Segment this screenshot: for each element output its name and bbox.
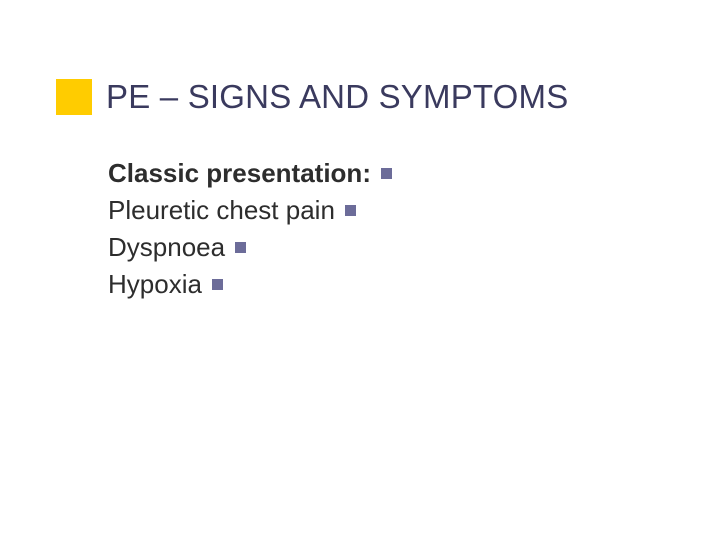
list-item: Hypoxia xyxy=(108,269,660,300)
square-bullet-icon xyxy=(212,279,223,290)
title-accent-block xyxy=(56,79,92,115)
square-bullet-icon xyxy=(235,242,246,253)
list-item: Classic presentation: xyxy=(108,158,660,189)
list-item: Pleuretic chest pain xyxy=(108,195,660,226)
body-content: Classic presentation: Pleuretic chest pa… xyxy=(108,158,660,306)
list-item-text: Dyspnoea xyxy=(108,232,225,263)
square-bullet-icon xyxy=(381,168,392,179)
list-item: Dyspnoea xyxy=(108,232,660,263)
square-bullet-icon xyxy=(345,205,356,216)
slide: PE – SIGNS AND SYMPTOMS Classic presenta… xyxy=(0,0,720,540)
title-row: PE – SIGNS AND SYMPTOMS xyxy=(56,78,690,116)
list-item-text: Classic presentation: xyxy=(108,158,371,189)
slide-title: PE – SIGNS AND SYMPTOMS xyxy=(106,78,568,116)
list-item-text: Hypoxia xyxy=(108,269,202,300)
list-item-text: Pleuretic chest pain xyxy=(108,195,335,226)
